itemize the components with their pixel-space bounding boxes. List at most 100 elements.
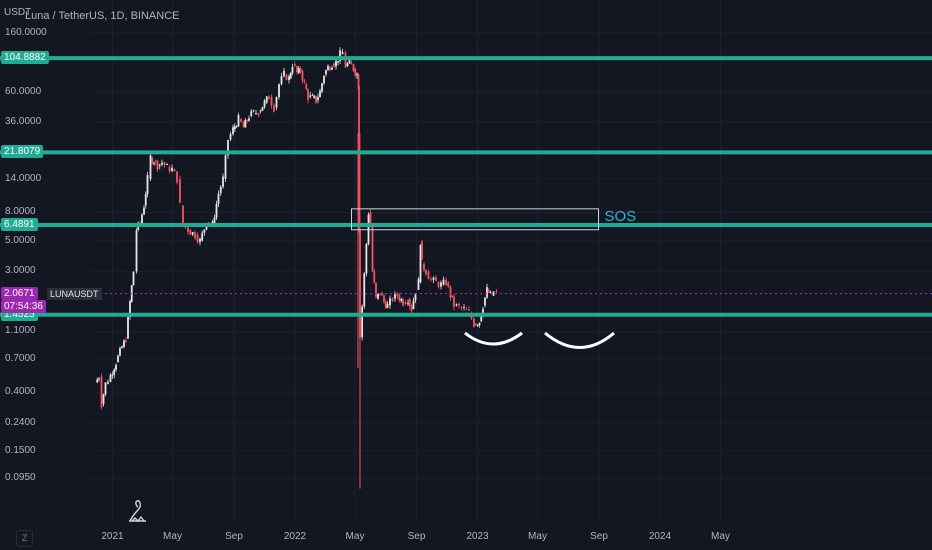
zoom-button[interactable]: Z: [16, 530, 33, 547]
candle-body: [100, 376, 103, 408]
candle-body: [144, 194, 147, 206]
candle-body: [156, 161, 159, 170]
candle-body: [268, 96, 270, 100]
candle-body: [187, 227, 189, 233]
candle-body: [357, 74, 360, 90]
candle-body: [346, 63, 349, 67]
candle-body: [182, 205, 184, 225]
time-tick: May: [711, 531, 730, 542]
candle-body: [117, 355, 119, 363]
price-unit: USDT: [4, 7, 32, 18]
candle-body: [449, 286, 452, 298]
price-tick: 0.7000: [5, 352, 36, 364]
candle-body: [291, 67, 294, 74]
candle-body: [102, 394, 105, 404]
candle-body: [127, 317, 129, 339]
candle-body: [161, 162, 163, 165]
time-tick: Sep: [590, 531, 608, 542]
candle-body: [495, 291, 498, 293]
sos-rectangle[interactable]: [351, 208, 599, 231]
candle-body: [361, 306, 364, 338]
candle-body: [309, 95, 312, 97]
candle-body: [222, 176, 224, 187]
candle-body: [421, 240, 423, 260]
candle-body: [354, 68, 357, 76]
candle-body: [487, 289, 490, 293]
candle-body: [335, 60, 337, 67]
candle-body: [486, 287, 488, 298]
candle-body: [389, 298, 391, 306]
candle-body: [313, 95, 316, 98]
candle-body: [323, 76, 325, 84]
candle-body: [111, 374, 114, 376]
price-tick: 1.1000: [5, 325, 36, 337]
pattern-curve-left: [464, 331, 523, 346]
candle-body: [327, 65, 329, 71]
tradingview-logo-icon[interactable]: [126, 497, 148, 525]
candle-body: [442, 279, 445, 285]
symbol-header: Luna / TetherUS, 1D, BINANCE: [25, 10, 180, 22]
candle-body: [176, 171, 178, 183]
candle-body: [98, 378, 100, 380]
candle-body: [427, 271, 430, 280]
current-price-badge: 2.0671: [1, 286, 38, 300]
candle-body: [492, 291, 495, 296]
candle-body: [158, 164, 161, 166]
candle-body: [307, 89, 309, 100]
level-badge: 21.8079: [1, 145, 44, 159]
candle-body: [383, 295, 385, 302]
candle-body: [333, 63, 335, 67]
candle-body: [303, 80, 306, 83]
candle-body: [203, 229, 206, 233]
candle-body: [301, 70, 304, 81]
candle-body: [417, 279, 420, 290]
candle-body: [191, 232, 194, 235]
candle-body: [358, 133, 361, 234]
candle-body: [288, 76, 290, 80]
candle-body: [96, 379, 99, 383]
candle-body: [229, 133, 232, 140]
candle-body: [278, 84, 280, 98]
candle-body: [273, 105, 275, 112]
candle-body: [447, 282, 450, 287]
candle-body: [348, 59, 351, 64]
candle-body: [311, 94, 314, 96]
candle-body: [125, 340, 127, 343]
candle-body: [154, 160, 157, 162]
time-tick: 2021: [101, 531, 124, 542]
candle-body: [257, 113, 260, 116]
candle-body: [132, 271, 135, 286]
candle-body: [480, 316, 483, 322]
candle-body: [196, 234, 199, 243]
candle-body: [455, 304, 458, 306]
price-tick: 0.2400: [5, 416, 36, 428]
candle-body: [473, 318, 475, 327]
candle-body: [408, 298, 411, 307]
candle-body: [317, 97, 319, 101]
candle-body: [189, 229, 192, 235]
time-tick: 2024: [648, 531, 672, 542]
candle-body: [299, 68, 302, 73]
candle-body: [297, 68, 300, 73]
candle-body: [244, 119, 247, 128]
candle-body: [453, 296, 455, 307]
candle-body: [460, 307, 463, 308]
price-tick: 0.0950: [5, 472, 36, 484]
candle-body: [384, 301, 387, 308]
candle-body: [489, 292, 492, 294]
candle-body: [166, 164, 168, 165]
candle-body: [356, 74, 358, 76]
candle-body: [377, 293, 379, 299]
candle-body: [113, 369, 116, 375]
candle-body: [242, 121, 245, 128]
candle-body: [232, 127, 234, 134]
candle-body: [246, 119, 249, 121]
candle-body: [168, 167, 171, 172]
candle-body: [319, 90, 321, 98]
candle-body: [412, 300, 415, 310]
candle-body: [149, 155, 152, 179]
candle-body: [115, 364, 117, 370]
candle-body: [325, 70, 327, 75]
